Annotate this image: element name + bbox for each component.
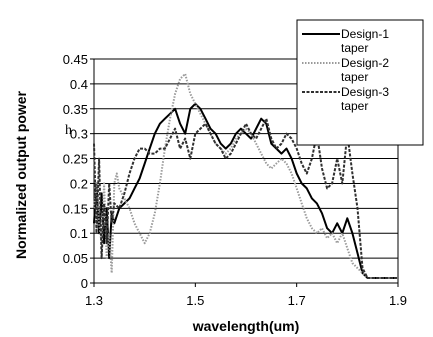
- y-tick-label-9: 0.45: [63, 52, 88, 67]
- x-tick-label-0: 1.3: [85, 293, 103, 308]
- y-tick-label-6: 0.3: [70, 127, 88, 142]
- y-tick-label-8: 0.4: [70, 77, 88, 92]
- y-tick-label-4: 0.2: [70, 176, 88, 191]
- x-tick-label-1: 1.5: [186, 293, 204, 308]
- series-line-design-1: [93, 102, 398, 279]
- x-tick-label-2: 1.7: [288, 293, 306, 308]
- legend-box: [296, 19, 424, 146]
- y-tick-label-0: 0: [81, 276, 88, 291]
- y-tick-label-2: 0.1: [70, 226, 88, 241]
- y-tick-label-1: 0.05: [63, 251, 88, 266]
- series-line-design-2: [93, 72, 398, 279]
- x-tick-label-3: 1.9: [389, 293, 407, 308]
- series-layer: [93, 72, 398, 279]
- series-line-design-3: [93, 117, 398, 279]
- x-axis-title: wavelength(um): [192, 318, 300, 334]
- stray-character: h: [65, 123, 72, 138]
- axis-ticks: 0 0.05 0.1 0.15 0.2 0.25 0.3 0.35 0.4 0.45 1.3 1.5 1…: [63, 52, 407, 308]
- legend-label-3: Design-3 taper: [341, 85, 389, 113]
- y-tick-label-5: 0.25: [63, 152, 88, 167]
- y-axis-title: Normalized output power: [13, 90, 29, 259]
- legend-label-2: Design-2 taper: [341, 56, 389, 84]
- y-tick-label-7: 0.35: [63, 102, 88, 117]
- legend-label-1: Design-1 taper: [341, 27, 389, 55]
- y-tick-label-3: 0.15: [63, 201, 88, 216]
